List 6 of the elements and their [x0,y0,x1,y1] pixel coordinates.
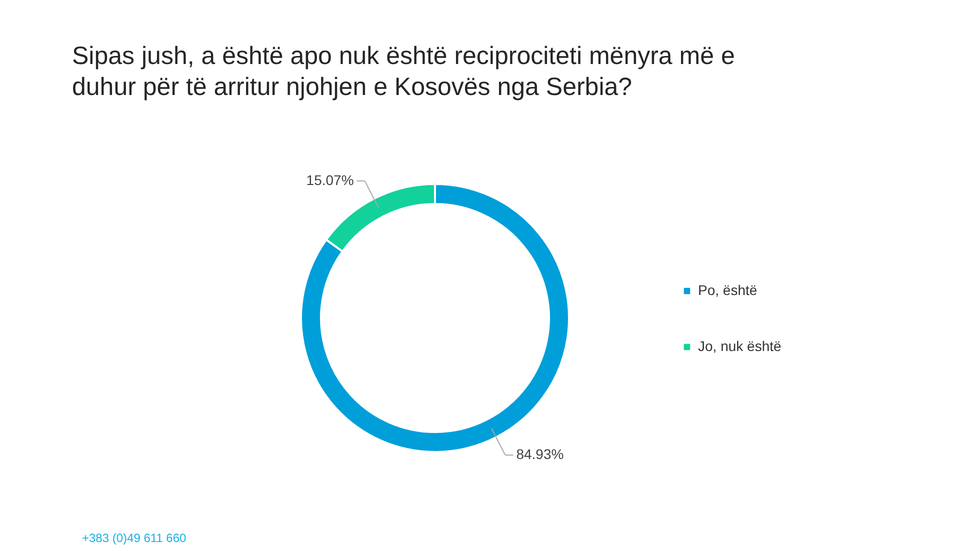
data-label: 15.07% [306,172,354,188]
legend-label: Jo, nuk është [698,338,782,354]
data-label: 84.93% [516,446,564,462]
legend-label: Po, është [698,282,758,298]
text: +383 (0)49 611 660 [82,531,187,545]
chart-title: Sipas jush, a është apo nuk është reciprociteti mënyra më e duhur për të arritur njohjen e Kosovës nga Serbia? [72,42,735,101]
